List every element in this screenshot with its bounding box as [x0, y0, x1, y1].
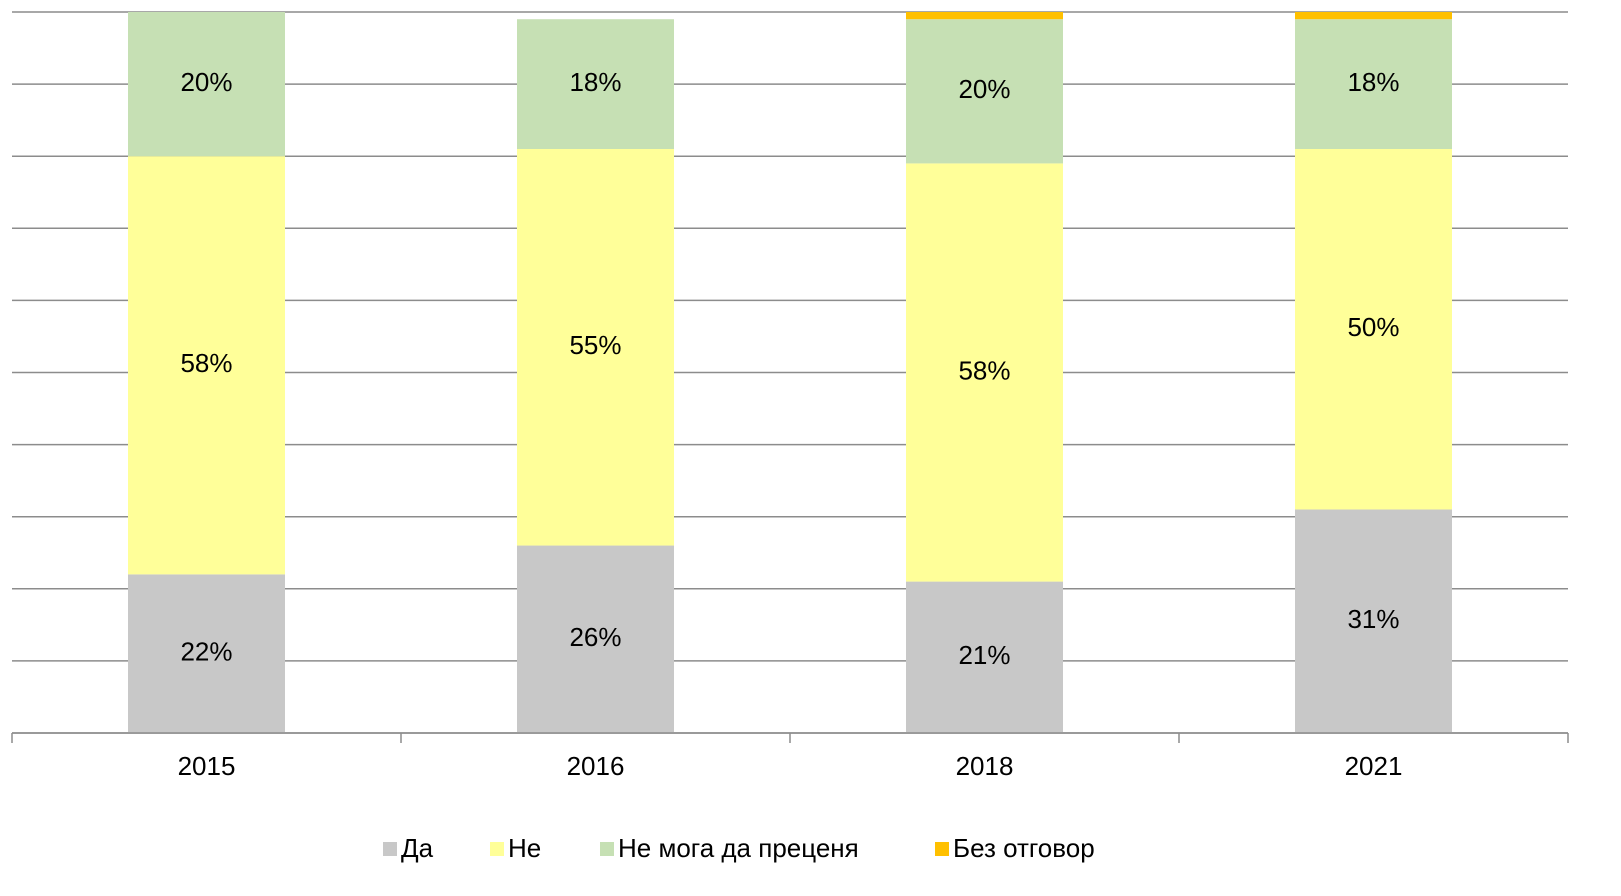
bar-segment	[128, 12, 285, 157]
data-label: 50%	[1347, 312, 1399, 342]
legend-swatch	[935, 842, 949, 856]
data-label: 55%	[569, 330, 621, 360]
bar-segment	[1295, 509, 1452, 733]
bar-segment	[517, 545, 674, 733]
bar-segment	[1295, 12, 1452, 20]
legend-label: Без отговор	[953, 833, 1095, 863]
legend-label: Да	[401, 833, 434, 863]
legend-swatch	[490, 842, 504, 856]
data-label: 21%	[958, 640, 1010, 670]
bar-segment	[906, 163, 1063, 582]
data-label: 26%	[569, 622, 621, 652]
x-tick-label: 2015	[178, 751, 236, 781]
data-label: 58%	[180, 348, 232, 378]
bar-segment	[906, 19, 1063, 164]
x-tick-label: 2021	[1345, 751, 1403, 781]
bar-segment	[517, 148, 674, 546]
bar-segment	[906, 581, 1063, 733]
legend-swatch	[600, 842, 614, 856]
legend-swatch	[383, 842, 397, 856]
bar-segment	[1295, 148, 1452, 510]
data-label: 20%	[958, 74, 1010, 104]
bar-segment	[517, 19, 674, 149]
data-label: 58%	[958, 355, 1010, 385]
x-tick-label: 2016	[567, 751, 625, 781]
x-tick-label: 2018	[956, 751, 1014, 781]
legend-label: Не	[508, 833, 541, 863]
data-label: 20%	[180, 67, 232, 97]
bar-segment	[128, 156, 285, 575]
data-label: 18%	[1347, 67, 1399, 97]
data-label: 18%	[569, 67, 621, 97]
bar-segment	[906, 12, 1063, 20]
data-label: 22%	[180, 637, 232, 667]
legend-label: Не мога да преценя	[618, 833, 859, 863]
bar-segment	[1295, 19, 1452, 149]
data-label: 31%	[1347, 604, 1399, 634]
bar-segment	[128, 574, 285, 733]
